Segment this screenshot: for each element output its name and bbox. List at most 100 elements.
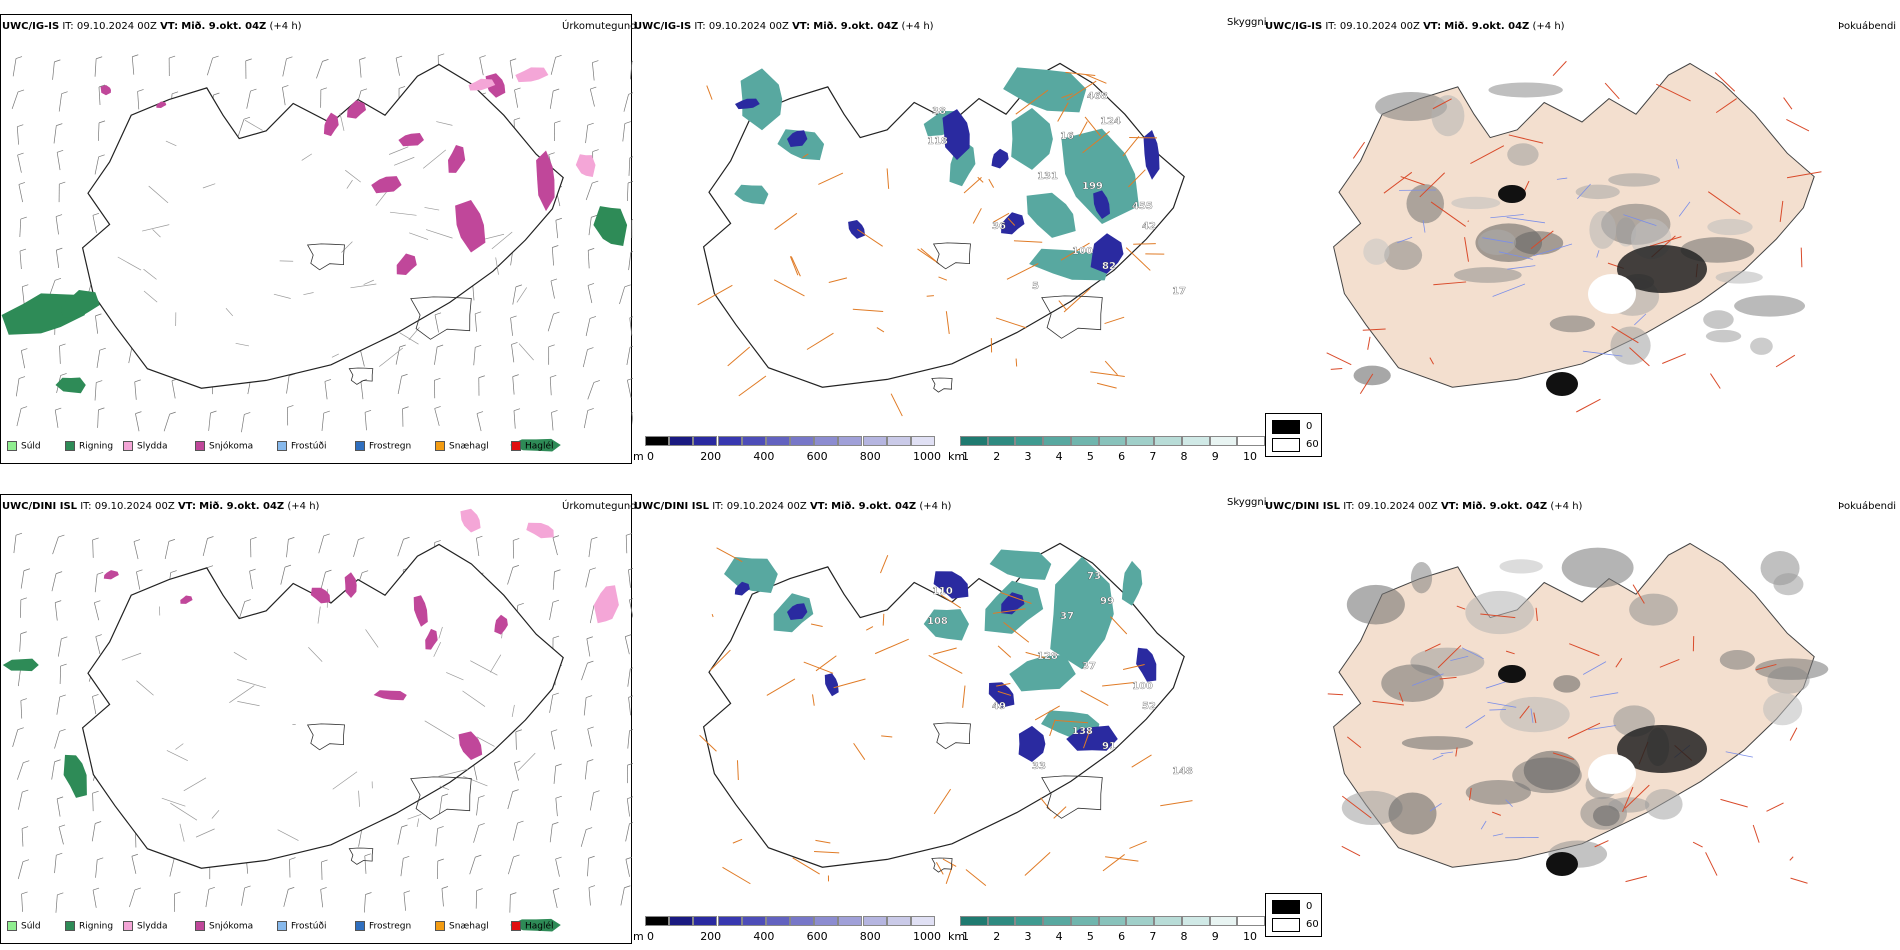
legend-swatch xyxy=(7,441,17,451)
wind-barb xyxy=(94,156,100,175)
wind-barb-flag xyxy=(92,790,99,794)
wind-barb-flag xyxy=(321,859,328,863)
road xyxy=(1783,97,1793,110)
wind-barb-flag xyxy=(358,537,365,540)
road xyxy=(332,771,358,790)
colorbar-segment xyxy=(1070,436,1099,446)
road xyxy=(237,701,260,707)
dense-fog xyxy=(1498,185,1526,203)
road xyxy=(1341,845,1361,857)
road xyxy=(962,685,966,708)
wind-barb xyxy=(629,599,633,618)
wind-barb xyxy=(469,857,476,875)
fog-map xyxy=(1326,60,1822,413)
road xyxy=(814,850,840,854)
road xyxy=(142,224,170,232)
wind-barb xyxy=(17,155,22,173)
fog-shade xyxy=(1381,664,1444,703)
colorbar-segment xyxy=(1070,916,1099,926)
road xyxy=(358,790,360,807)
river xyxy=(1422,220,1426,233)
wind-barb-flag xyxy=(97,571,104,575)
legend-item-1: Rigning xyxy=(65,441,113,452)
dense-fog xyxy=(1498,665,1526,683)
road xyxy=(407,814,422,820)
legend-swatch xyxy=(435,921,445,931)
wind-barb-flag xyxy=(168,539,176,542)
wind-barb-flag xyxy=(95,313,102,317)
road xyxy=(992,608,1026,614)
road xyxy=(136,680,154,696)
cloud-base-label: 38 xyxy=(932,106,946,117)
precip-type-panel: Súld Rigning Slydda Snjókoma Frostúði Frostre… xyxy=(0,494,633,944)
wind-barb xyxy=(434,346,438,365)
road xyxy=(997,690,1012,696)
road xyxy=(1057,102,1069,122)
road xyxy=(1594,840,1609,848)
road xyxy=(1122,664,1145,671)
wind-barb-flag xyxy=(476,535,483,539)
river xyxy=(1492,283,1526,297)
wind-barb xyxy=(625,823,630,842)
wind-barb xyxy=(592,62,595,81)
fog-shade xyxy=(1388,792,1437,835)
road xyxy=(1569,643,1600,657)
road xyxy=(1133,243,1156,245)
colorbar-segment xyxy=(814,916,839,926)
wind-barb xyxy=(237,119,245,137)
wind-barb-flag xyxy=(398,86,406,89)
colorbar-segment xyxy=(838,436,863,446)
legend-label: Frostúði xyxy=(291,441,327,452)
wind-barb-flag xyxy=(478,375,485,379)
wind-barb xyxy=(581,662,588,681)
road xyxy=(365,629,379,648)
wind-barb xyxy=(241,414,245,433)
legend-label: Frostregn xyxy=(369,921,412,932)
wind-barb xyxy=(171,380,176,399)
wind-barb xyxy=(473,825,480,843)
wind-barb xyxy=(585,125,589,144)
wind-barb-flag xyxy=(401,373,408,377)
precip-type-panel: Súld Rigning Slydda Snjókoma Frostúði Frostre… xyxy=(0,14,633,464)
glacier-outline xyxy=(932,722,971,750)
row-top: Súld Rigning Slydda Snjókoma Frostúði Frostre… xyxy=(0,0,1900,470)
road xyxy=(790,256,801,277)
wind-barb-flag xyxy=(289,857,296,860)
legend-label: Súld xyxy=(21,921,41,932)
wind-barb xyxy=(21,286,25,305)
road xyxy=(229,685,255,703)
fog-shade xyxy=(1384,240,1423,270)
wind-barb xyxy=(207,57,213,76)
snow-area xyxy=(398,133,424,147)
wind-barb-flag xyxy=(18,182,26,185)
wind-barb-flag xyxy=(593,790,600,794)
legend-item-7: Haglél xyxy=(511,921,554,932)
wind-barb-flag xyxy=(323,410,330,414)
road xyxy=(1714,72,1736,92)
wind-barb xyxy=(54,409,59,428)
wind-barb xyxy=(55,250,60,268)
snow-area xyxy=(100,85,111,96)
road xyxy=(424,207,440,211)
fog-shade xyxy=(1451,196,1501,210)
road xyxy=(711,613,714,618)
glacier-outline xyxy=(410,296,472,340)
road xyxy=(1432,98,1452,110)
wind-barb-flag xyxy=(364,853,371,857)
wind-barb xyxy=(512,376,515,395)
road xyxy=(1053,806,1067,819)
rain-area xyxy=(63,754,87,798)
rain-area xyxy=(60,290,100,318)
wind-barb-flag xyxy=(514,760,521,764)
precip-header: UWC/DINI ISL IT: 09.10.2024 00Z VT: Mið.… xyxy=(2,501,320,512)
rain-area xyxy=(510,918,561,932)
fog-shade xyxy=(1575,184,1620,200)
wind-barb-flag xyxy=(624,121,631,124)
colorbar-segment xyxy=(1181,916,1210,926)
legend-swatch xyxy=(195,921,205,931)
colorbar-segment xyxy=(765,436,790,446)
wind-barb-flag xyxy=(479,55,486,58)
colorbar-tick: 1 xyxy=(962,930,969,943)
cloud-map: 468 124 16 131 199 455 100 42 82 17 38 118 5 36 xyxy=(697,62,1186,417)
wind-barb xyxy=(164,541,170,560)
